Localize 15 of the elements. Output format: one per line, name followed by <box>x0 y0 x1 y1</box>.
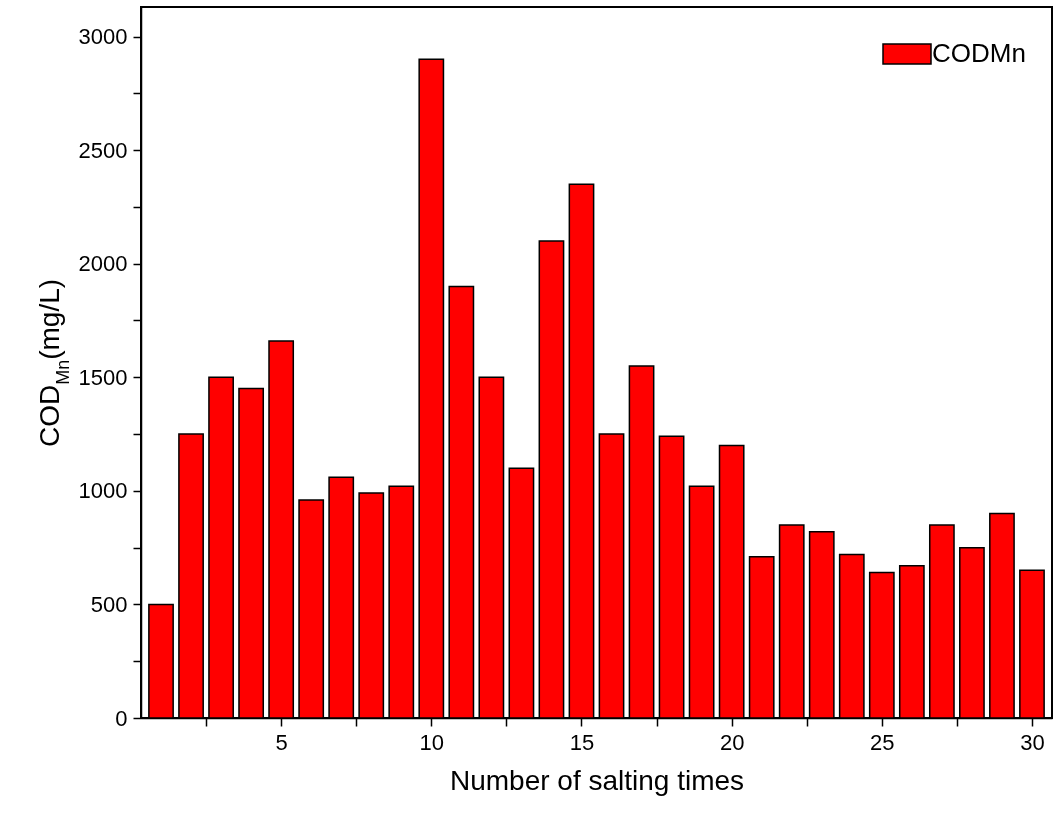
y-tick-label: 1500 <box>78 364 128 390</box>
y-tick-label: 2000 <box>78 251 128 277</box>
y-tick-label: 500 <box>90 591 128 617</box>
y-tick-label: 2500 <box>78 137 128 163</box>
x-tick-label: 20 <box>719 729 745 755</box>
x-tick-label: 15 <box>569 729 595 755</box>
y-tick-label: 1000 <box>78 478 128 504</box>
x-tick-label: 5 <box>275 729 288 755</box>
y-tick-label: 0 <box>115 705 128 731</box>
x-tick-label: 30 <box>1020 729 1045 755</box>
x-tick-label: 25 <box>870 729 895 755</box>
x-tick-label: 10 <box>419 729 445 755</box>
y-tick-label: 3000 <box>78 24 128 50</box>
legend-label: CODMn <box>932 38 1026 68</box>
x-axis-title: Number of salting times <box>449 764 745 796</box>
